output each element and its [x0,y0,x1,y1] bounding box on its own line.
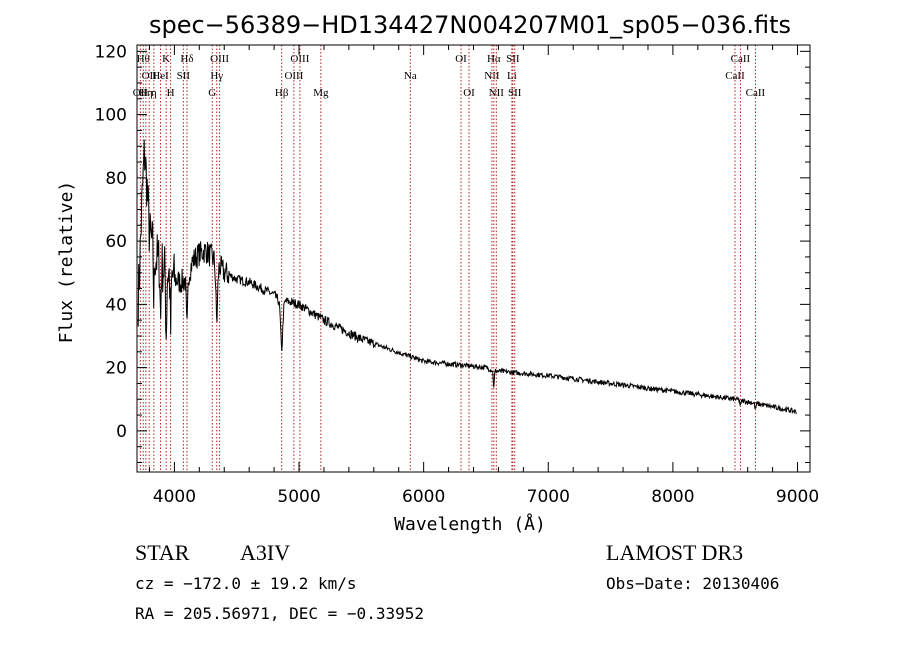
marker-label: Na [404,70,417,82]
x-tick-label: 7000 [527,487,570,507]
y-tick-label: 40 [105,295,127,315]
y-axis-label: Flux (relative) [56,181,77,344]
sky-coordinates: RA = 205.56971, DEC = −0.33952 [135,604,424,623]
marker-label: OIII [210,53,229,65]
radial-velocity: cz = −172.0 ± 19.2 km/s [135,574,357,593]
marker-label: HeI [152,70,169,82]
marker-label: OII [142,70,158,82]
marker-label: OIII [284,70,303,82]
y-tick-label: 100 [95,106,127,126]
x-axis-label: Wavelength (Å) [394,513,546,535]
marker-label: NII [484,70,500,82]
chart-title: spec−56389−HD134427N004207M01_sp05−036.f… [149,11,791,39]
marker-label: K [162,53,170,65]
marker-label: η [151,87,157,99]
object-subclass: A3IV [240,540,290,565]
marker-label: NII [489,87,505,99]
marker-label: SII [177,70,191,82]
marker-label: G [208,87,216,99]
marker-label: Hη [139,87,153,99]
marker-label: Hα [487,53,501,65]
marker-label: OI [463,87,475,99]
survey-name: LAMOST DR3 [606,540,743,565]
marker-label: CaII [725,70,745,82]
marker-label: OIII [290,53,309,65]
x-tick-label: 6000 [402,487,445,507]
marker-label: SII [508,87,522,99]
x-tick-label: 8000 [651,487,694,507]
marker-label: H [167,87,175,99]
y-axis-ticks: 0 20 40 60 80 100 120 [95,42,810,464]
x-axis-ticks: 4000 5000 6000 7000 8000 9000 [148,45,819,507]
marker-label: SII [506,53,520,65]
x-tick-label: 4000 [153,487,196,507]
observation-date: Obs−Date: 20130406 [606,574,779,593]
marker-label: Mg [313,87,329,99]
marker-label: CaII [746,87,766,99]
spectrum-series-line [137,139,797,415]
marker-label: Hθ [137,53,150,65]
y-tick-label: 120 [95,42,127,62]
marker-label: CaII [731,53,751,65]
y-tick-label: 20 [105,359,127,379]
x-tick-label: 5000 [277,487,320,507]
marker-label: OI [455,53,467,65]
object-class: STAR [135,540,190,565]
marker-label: Hβ [275,87,289,99]
marker-label: Li [507,70,517,82]
y-tick-label: 0 [116,422,127,442]
marker-label: Hδ [180,53,193,65]
marker-label: Hγ [210,70,223,82]
y-tick-label: 80 [105,169,127,189]
y-tick-label: 60 [105,232,127,252]
x-tick-label: 9000 [776,487,819,507]
